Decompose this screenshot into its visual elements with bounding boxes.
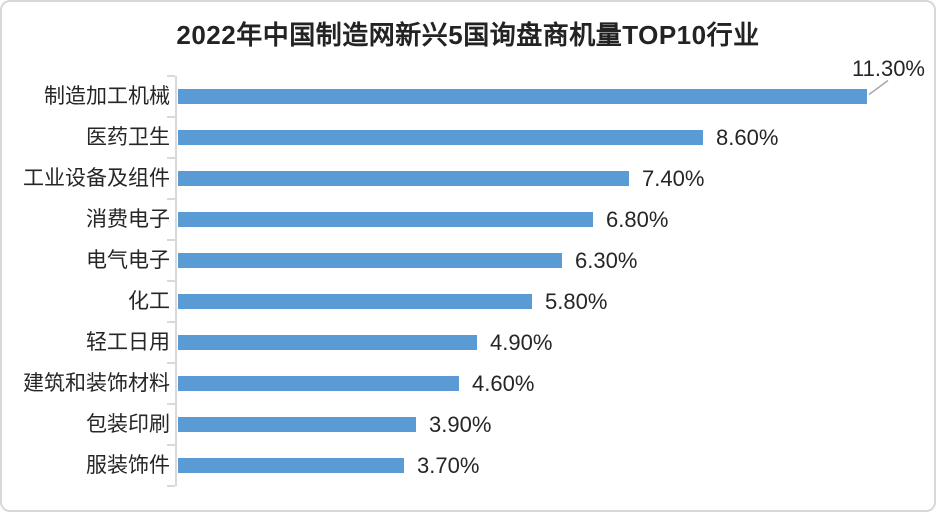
bar [178,376,459,391]
bar [178,294,532,309]
bar [178,458,404,473]
category-label: 轻工日用 [86,331,170,354]
y-axis-tick [167,116,175,118]
category-label: 消费电子 [86,208,170,231]
y-axis-tick [167,239,175,241]
category-label: 电气电子 [86,249,170,272]
category-label: 工业设备及组件 [23,167,170,190]
y-axis-tick [167,485,175,487]
leader-line [868,79,889,96]
y-axis-tick [167,321,175,323]
y-axis-tick [167,403,175,405]
value-label: 11.30% [852,56,925,81]
y-axis-tick [167,198,175,200]
bar [178,335,477,350]
category-label: 包装印刷 [86,413,170,436]
bar [178,130,703,145]
y-axis-tick [167,75,175,77]
value-label: 3.70% [417,453,480,478]
value-label: 4.90% [490,330,553,355]
value-label: 3.90% [429,412,492,437]
category-label: 建筑和装饰材料 [23,372,170,395]
value-label: 8.60% [716,125,779,150]
y-axis-tick [167,362,175,364]
y-axis-tick [167,444,175,446]
bar [178,417,416,432]
category-label: 医药卫生 [86,126,170,149]
bar [178,212,593,227]
y-axis-line [175,76,177,486]
chart-title: 2022年中国制造网新兴5国询盘商机量TOP10行业 [176,20,760,50]
bar [178,253,562,268]
value-label: 6.30% [575,248,638,273]
value-label: 5.80% [545,289,608,314]
value-label: 4.60% [472,371,535,396]
value-label: 7.40% [642,166,705,191]
bar [178,171,629,186]
y-axis-tick [167,280,175,282]
value-label: 6.80% [606,207,669,232]
y-axis-tick [167,157,175,159]
bar [178,89,867,104]
category-label: 服装饰件 [86,454,170,477]
category-label: 制造加工机械 [44,85,170,108]
category-label: 化工 [128,290,170,313]
